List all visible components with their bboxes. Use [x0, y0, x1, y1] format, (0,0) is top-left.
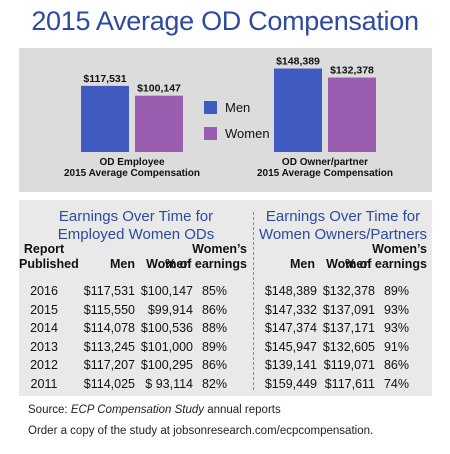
bar-men-1	[81, 85, 129, 152]
source-note: Source: ECP Compensation Study annual re…	[28, 404, 281, 416]
owners-header-pct: Women’s % of earnings	[329, 242, 427, 272]
category-label-2-line-1: OD Owner/partner	[282, 157, 368, 168]
employed-header-pct-line-2: % of earnings	[165, 257, 247, 271]
owners-cell-pct: 91%	[383, 339, 409, 354]
table-divider	[253, 212, 254, 390]
owners-cell-men: $147,332	[264, 302, 317, 317]
bar-women-1	[135, 95, 183, 152]
owners-title-line-2: Women Owners/Partners	[258, 226, 428, 243]
source-suffix: annual reports	[204, 404, 281, 416]
employed-cell-year: 2011	[30, 377, 58, 391]
order-note: Order a copy of the study at jobsonresea…	[28, 425, 374, 437]
employed-title-line-1: Earnings Over Time for	[58, 208, 214, 225]
data-label-women-1: $100,147	[137, 83, 181, 95]
owners-cell-men: $139,141	[264, 358, 317, 373]
employed-cell-year: 2013	[30, 339, 58, 354]
owners-cell-women: $117,611	[324, 377, 375, 391]
employed-cell-pct: 85%	[201, 284, 227, 298]
legend-swatch-women	[204, 127, 217, 140]
employed-cell-women: $ 93,114	[145, 377, 193, 391]
bar-men-2	[274, 68, 322, 152]
employed-cell-women: $99,914	[147, 302, 193, 317]
employed-cell-year: 2016	[30, 284, 58, 298]
employed-cell-pct: 86%	[201, 358, 227, 373]
data-label-men-2: $148,389	[276, 56, 320, 68]
owners-cell-women: $137,091	[322, 302, 375, 317]
employed-header-pct-line-1: Women’s	[192, 242, 247, 256]
owners-cell-men: $148,389	[264, 284, 317, 298]
employed-header-men: Men	[110, 257, 135, 271]
earnings-tables: Earnings Over Time for Employed Women OD…	[19, 200, 432, 396]
page-title: 2015 Average OD Compensation	[31, 6, 419, 36]
employed-title-line-2: Employed Women ODs	[57, 226, 215, 243]
owners-table-title: Earnings Over Time for Women Owners/Part…	[254, 208, 432, 244]
owners-cell-women: $132,605	[322, 339, 375, 354]
owners-cell-pct: 74%	[383, 377, 409, 391]
owners-header-pct-line-2: % of earnings	[345, 257, 427, 271]
bar-women-2	[328, 77, 376, 152]
employed-cell-year: 2015	[30, 302, 58, 317]
data-label-women-2: $132,378	[330, 65, 374, 77]
owners-cell-women: $119,071	[323, 358, 375, 373]
employed-header-women: Women	[146, 257, 191, 271]
chart-panel: $117,531 $100,147 OD Employee 2015 Average …	[19, 48, 432, 192]
owners-cell-pct: 93%	[383, 302, 409, 317]
employed-table-title: Earnings Over Time for Employed Women OD…	[19, 208, 253, 244]
employed-cell-pct: 88%	[201, 321, 227, 336]
employed-cell-men: $114,078	[83, 321, 135, 336]
owners-cell-pct: 86%	[383, 358, 409, 373]
employed-cell-men: $113,245	[83, 339, 135, 354]
source-title: ECP Compensation Study	[70, 404, 204, 416]
employed-cell-pct: 89%	[201, 339, 227, 354]
employed-cell-women: $100,295	[140, 358, 193, 373]
employed-cell-pct: 82%	[201, 377, 227, 391]
employed-header-pct: Women’s % of earnings	[149, 242, 247, 272]
owners-header-men: Men	[290, 257, 315, 271]
employed-cell-pct: 86%	[201, 302, 227, 317]
source-prefix: Source:	[28, 404, 71, 416]
employed-cell-year: 2014	[30, 321, 58, 336]
owners-header-women: Women	[326, 257, 371, 271]
employed-cell-men: $115,550	[83, 302, 135, 317]
owners-cell-men: $159,449	[264, 377, 317, 391]
legend-label-men: Men	[225, 100, 250, 115]
employed-cell-men: $117,207	[83, 358, 135, 373]
employed-cell-men: $114,025	[83, 377, 135, 391]
employed-cell-men: $117,531	[83, 284, 135, 298]
owners-cell-women: $132,378	[322, 284, 375, 298]
employed-cell-year: 2012	[30, 358, 58, 373]
owners-cell-women: $137,171	[322, 321, 375, 336]
owners-cell-men: $147,374	[264, 321, 317, 336]
data-label-men-1: $117,531	[83, 73, 126, 85]
employed-cell-women: $100,536	[140, 321, 193, 336]
owners-cell-men: $145,947	[264, 339, 317, 354]
owners-header-pct-line-1: Women’s	[372, 242, 427, 256]
legend-label-women: Women	[225, 126, 270, 141]
employed-header-report-line-1: Report	[23, 242, 65, 256]
category-label-1-line-2: 2015 Average Compensation	[64, 168, 200, 179]
category-label-1-line-1: OD Employee	[99, 157, 164, 168]
owners-cell-pct: 93%	[383, 321, 409, 336]
employed-header-report-line-2: Published	[19, 257, 79, 271]
employed-cell-women: $101,000	[140, 339, 193, 354]
owners-cell-pct: 89%	[383, 284, 409, 298]
owners-title-line-1: Earnings Over Time for	[265, 208, 421, 225]
employed-cell-women: $100,147	[140, 284, 193, 298]
employed-header-report: Report Published	[19, 242, 79, 272]
legend-swatch-men	[204, 101, 217, 114]
category-label-2-line-2: 2015 Average Compensation	[257, 168, 393, 179]
